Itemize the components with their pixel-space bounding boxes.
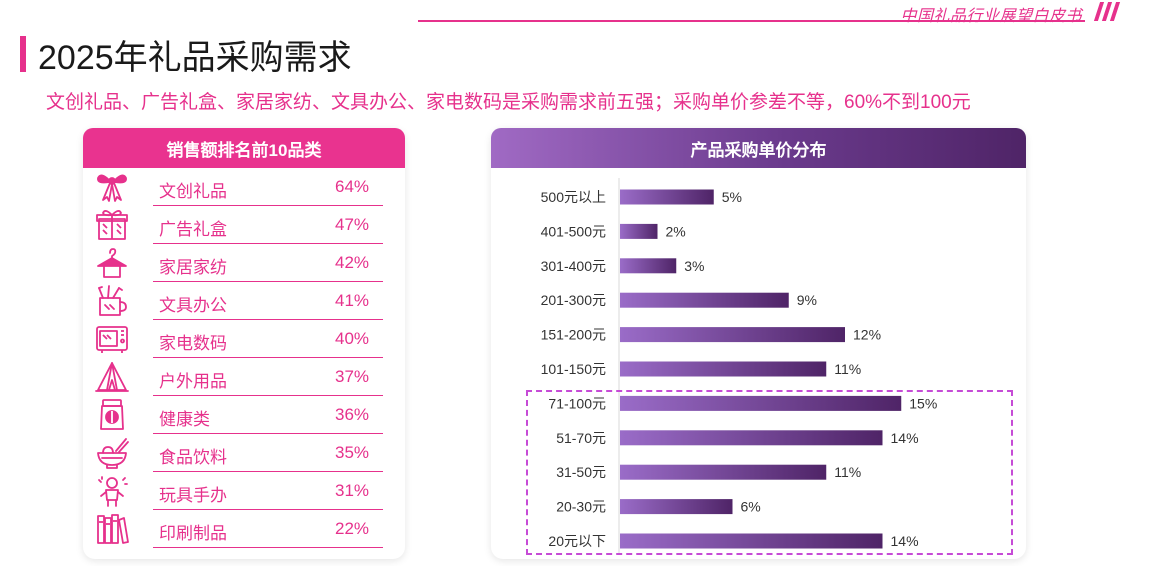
price-bar <box>620 223 658 239</box>
ranking-item-pct: 22% <box>335 519 370 538</box>
price-bar <box>620 533 883 549</box>
category-label: 101-150元 <box>541 361 606 377</box>
category-label: 20-30元 <box>556 499 606 515</box>
tent-icon <box>95 362 129 392</box>
ranking-item-pct: 41% <box>335 291 370 310</box>
ranking-row: 广告礼盒 47% <box>83 206 405 244</box>
ranking-item-pct: 40% <box>335 329 370 348</box>
ranking-row: 家居家纺 42% <box>83 244 405 282</box>
value-label: 14% <box>891 533 919 549</box>
hanger-icon <box>97 248 127 278</box>
books-icon <box>97 514 129 544</box>
row-divider <box>153 319 383 320</box>
top10-category-card: 销售额排名前10品类 文创礼品 64% 广告礼盒 47% <box>83 128 405 559</box>
ranking-item-pct: 37% <box>335 367 370 386</box>
ranking-item-pct: 47% <box>335 215 370 234</box>
value-label: 11% <box>834 464 861 480</box>
ranking-item-name: 广告礼盒 <box>159 220 227 239</box>
ranking-row: 健康类 36% <box>83 396 405 434</box>
price-bar <box>620 189 714 205</box>
header-rule <box>418 20 1085 22</box>
ranking-item-pct: 64% <box>335 177 370 196</box>
ranking-row: 印刷制品 22% <box>83 510 405 548</box>
ranking-item-name: 玩具手办 <box>159 486 227 505</box>
ranking-row: 文具办公 41% <box>83 282 405 320</box>
row-divider <box>153 281 383 282</box>
pen-holder-icon <box>98 285 127 316</box>
brand-title: 中国礼品行业展望白皮书 <box>900 8 1082 25</box>
ranking-row: 文创礼品 64% <box>83 168 405 206</box>
title-accent-bar <box>20 36 26 72</box>
category-label: 71-100元 <box>548 395 606 411</box>
ranking-item-pct: 36% <box>335 405 370 424</box>
ranking-item-name: 食品饮料 <box>159 448 227 467</box>
price-bar <box>620 292 789 308</box>
price-bar <box>620 464 827 480</box>
category-label: 500元以上 <box>541 189 606 205</box>
ranking-item-name: 户外用品 <box>159 372 227 391</box>
value-label: 14% <box>891 430 919 446</box>
ranking-item-name: 家居家纺 <box>159 258 227 277</box>
top10-card-header: 销售额排名前10品类 <box>83 128 405 168</box>
row-divider <box>153 243 383 244</box>
price-bar <box>620 258 677 274</box>
value-label: 2% <box>666 223 686 239</box>
ranking-item-pct: 31% <box>335 481 370 500</box>
microwave-icon <box>96 326 128 353</box>
row-divider <box>153 433 383 434</box>
row-divider <box>153 205 383 206</box>
health-jar-icon <box>100 399 124 430</box>
category-label: 20元以下 <box>548 533 606 549</box>
price-bar <box>620 395 902 411</box>
row-divider <box>153 357 383 358</box>
ranking-item-name: 文创礼品 <box>159 182 227 201</box>
price-bar <box>620 499 733 515</box>
ranking-item-pct: 35% <box>335 443 370 462</box>
value-label: 11% <box>834 361 861 377</box>
ranking-item-name: 文具办公 <box>159 296 227 315</box>
bow-icon <box>97 174 127 202</box>
value-label: 12% <box>853 327 881 343</box>
toy-figure-icon <box>98 476 128 507</box>
category-label: 201-300元 <box>541 292 606 308</box>
price-bar <box>620 430 883 446</box>
row-divider <box>153 395 383 396</box>
ranking-row: 户外用品 37% <box>83 358 405 396</box>
category-label: 401-500元 <box>541 223 606 239</box>
category-label: 151-200元 <box>541 327 606 343</box>
price-distribution-chart: 500元以上 5% 401-500元 2% 301-400元 3% 201-300元 9% 15… <box>541 178 937 553</box>
page-subtitle: 文创礼品、广告礼盒、家居家纺、文具办公、家电数码是采购需求前五强；采购单价参差不… <box>46 92 971 113</box>
price-chart-title: 产品采购单价分布 <box>491 128 1026 168</box>
value-label: 6% <box>741 499 761 515</box>
category-label: 51-70元 <box>556 430 606 446</box>
price-distribution-card: 产品采购单价分布 500元以上 5% 401-500元 2% 301-400元 3% 201… <box>491 128 1026 559</box>
ranking-item-name: 家电数码 <box>159 334 227 353</box>
brand-stripes-icon <box>1093 2 1121 21</box>
value-label: 9% <box>797 292 817 308</box>
category-label: 31-50元 <box>556 464 606 480</box>
category-label: 301-400元 <box>541 258 606 274</box>
price-bar <box>620 361 827 377</box>
ranking-item-name: 印刷制品 <box>159 524 227 543</box>
row-divider <box>153 547 383 548</box>
value-label: 3% <box>684 258 704 274</box>
price-bar <box>620 327 845 343</box>
ranking-row: 家电数码 40% <box>83 320 405 358</box>
value-label: 15% <box>909 395 937 411</box>
row-divider <box>153 471 383 472</box>
ranking-row: 食品饮料 35% <box>83 434 405 472</box>
gift-box-icon <box>96 210 128 240</box>
page-title: 2025年礼品采购需求 <box>38 39 352 77</box>
food-bowl-icon <box>97 438 129 469</box>
ranking-row: 玩具手办 31% <box>83 472 405 510</box>
value-label: 5% <box>722 189 742 205</box>
row-divider <box>153 509 383 510</box>
ranking-item-name: 健康类 <box>159 410 210 429</box>
ranking-item-pct: 42% <box>335 253 370 272</box>
